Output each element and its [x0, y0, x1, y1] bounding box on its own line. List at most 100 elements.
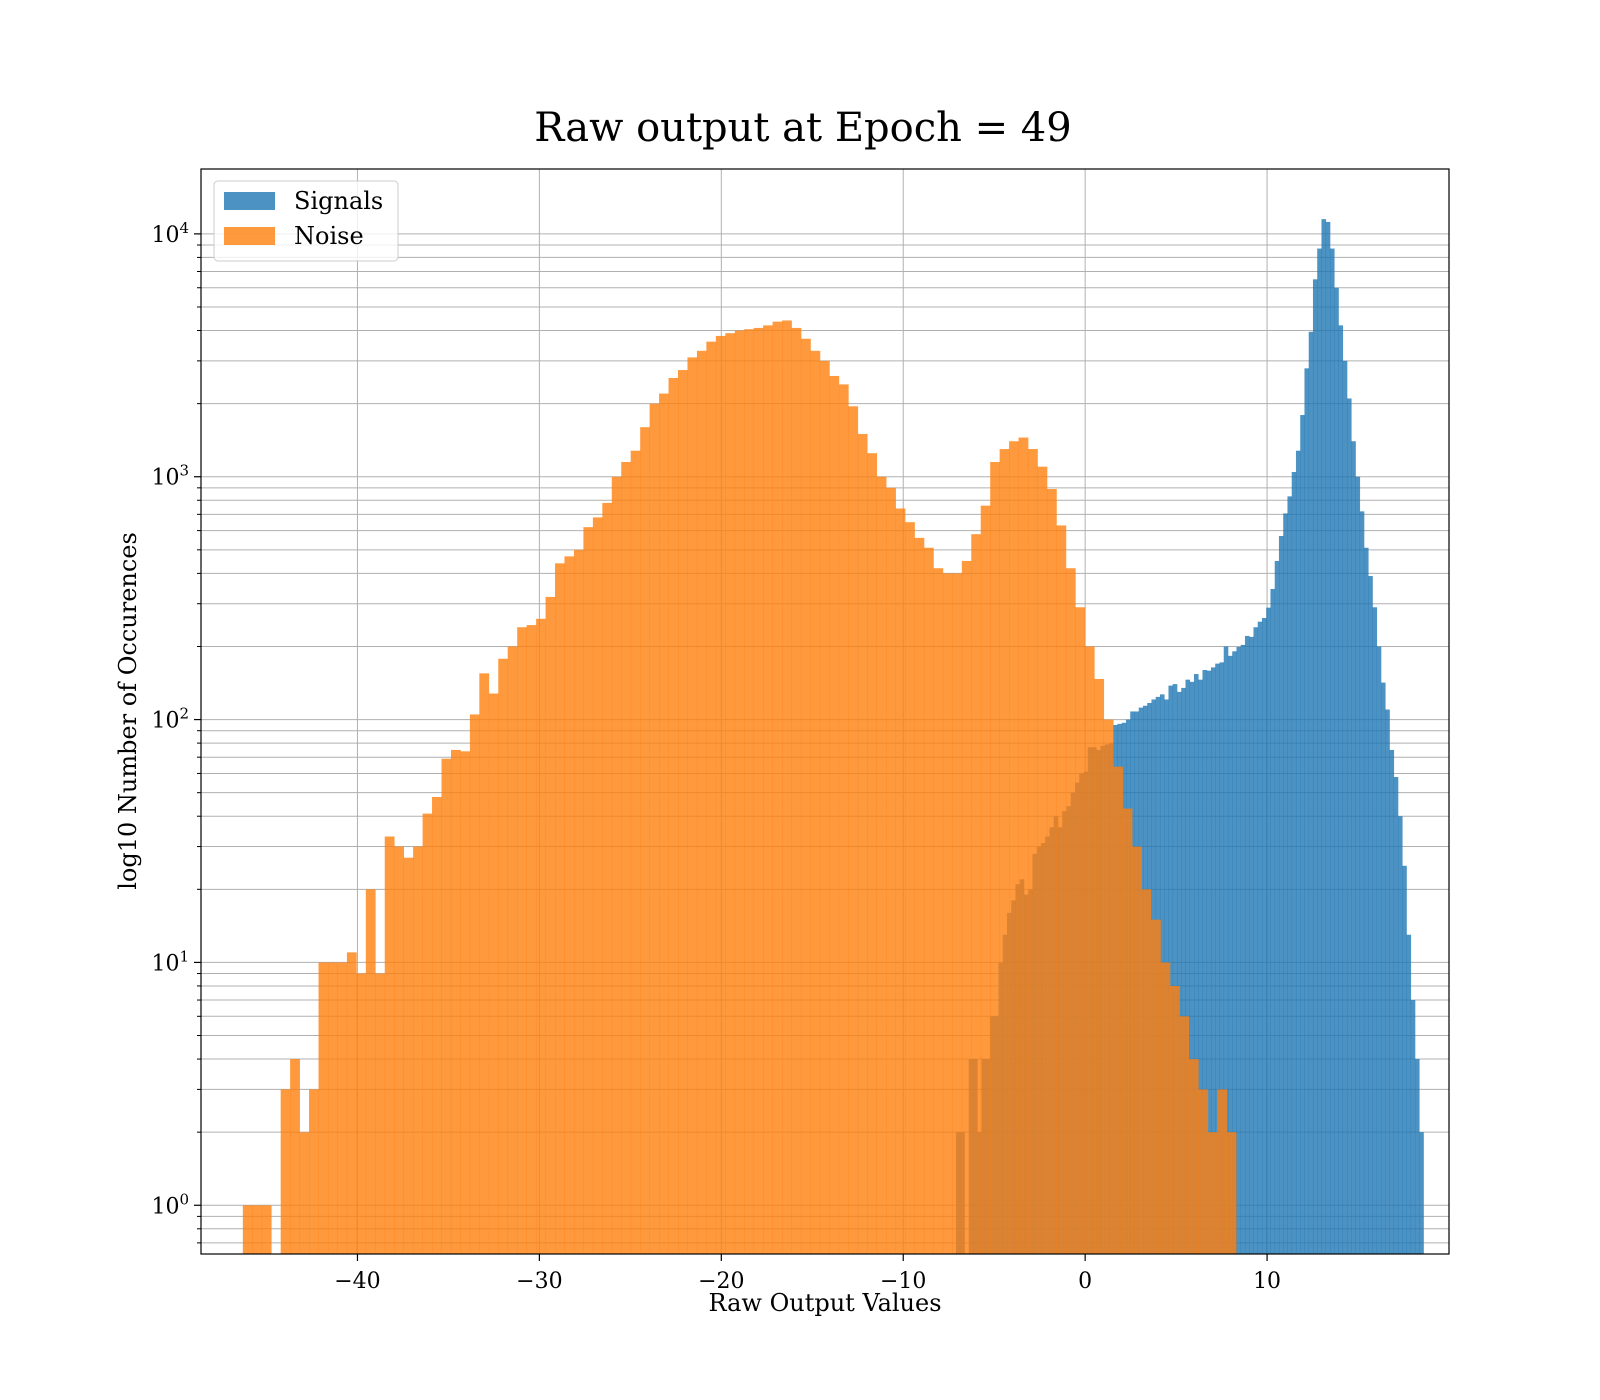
plot-area-frame [200, 168, 1450, 1255]
y-tick-label: 100 [151, 1190, 189, 1219]
legend-label-noise: Noise [294, 222, 364, 250]
bar-noise [318, 962, 329, 1254]
bar-noise [460, 751, 471, 1254]
bar-noise [309, 1089, 319, 1254]
bar-noise [545, 596, 556, 1254]
bar-noise [914, 537, 925, 1254]
bar-noise [857, 433, 868, 1254]
x-tick-label: 0 [1078, 1269, 1092, 1294]
bar-noise [365, 889, 376, 1254]
bar-noise [346, 952, 357, 1254]
bar-signals [1172, 684, 1178, 1254]
legend-swatch-noise [224, 227, 275, 245]
bar-noise [905, 522, 915, 1254]
bar-noise [848, 406, 859, 1254]
bar-signals [1257, 621, 1263, 1254]
bar-noise [1084, 646, 1095, 1254]
bar-noise [668, 378, 679, 1254]
bar-noise [422, 813, 433, 1254]
bar-noise [1037, 466, 1048, 1254]
bar-noise [327, 962, 338, 1254]
legend: Signals Noise [213, 180, 399, 262]
bar-signals [1308, 331, 1314, 1254]
bar-signals [1363, 547, 1369, 1254]
chart-title: Raw output at Epoch = 49 [534, 105, 1071, 151]
bar-signals [1414, 1059, 1420, 1254]
bar-noise [1065, 568, 1076, 1254]
bar-noise [630, 450, 641, 1254]
bar-signals [1397, 816, 1403, 1254]
bar-signals [1219, 662, 1225, 1254]
bar-noise [819, 360, 830, 1254]
y-tick-label: 102 [151, 705, 189, 734]
bar-noise [375, 973, 386, 1254]
bar-signals [1274, 560, 1280, 1254]
bar-signals [1283, 513, 1288, 1254]
x-tick-label: 10 [1253, 1269, 1281, 1294]
bar-noise [999, 449, 1010, 1254]
bar-signals [1295, 450, 1301, 1254]
y-tick-label: 101 [151, 947, 189, 976]
bar-signals [1342, 360, 1348, 1254]
bar-signals [1351, 441, 1356, 1254]
bar-noise [479, 673, 490, 1254]
bar-noise [971, 534, 982, 1254]
bar-signals [1368, 576, 1373, 1254]
bar-signals [1193, 674, 1199, 1254]
bar-noise [1188, 1059, 1199, 1254]
bar-noise [810, 350, 821, 1254]
bar-signals [1312, 279, 1318, 1254]
bar-noise [659, 393, 669, 1254]
bar-signals [1393, 777, 1399, 1254]
bar-noise [564, 556, 575, 1254]
bar-noise [1198, 1089, 1209, 1254]
bar-noise [715, 335, 726, 1254]
bar-signals [1232, 651, 1237, 1254]
bar-signals [1380, 682, 1386, 1254]
bar-noise [1207, 1132, 1218, 1254]
series-noise [242, 320, 1237, 1254]
bar-noise [611, 476, 622, 1254]
bar-noise [413, 846, 423, 1254]
bar-signals [1317, 248, 1322, 1254]
bar-noise [384, 836, 395, 1254]
bar-signals [1372, 607, 1378, 1254]
bar-noise [555, 563, 565, 1254]
bar-noise [583, 527, 594, 1254]
x-tick-label: −40 [334, 1269, 380, 1294]
bar-noise [1132, 846, 1142, 1254]
bar-noise [753, 327, 764, 1254]
bar-noise [1028, 449, 1038, 1254]
bar-signals [1338, 325, 1344, 1254]
bar-noise [1169, 985, 1180, 1254]
bar-noise [450, 749, 461, 1254]
bar-signals [1189, 681, 1195, 1254]
y-axis-ticks: 100 101 102 103 104 [151, 219, 201, 1244]
bar-signals [1402, 865, 1407, 1254]
bar-signals [1215, 663, 1220, 1254]
x-tick-label: −20 [698, 1269, 744, 1294]
bar-noise [432, 796, 442, 1254]
bar-noise [1226, 1132, 1237, 1254]
bar-noise [876, 476, 887, 1254]
bar-noise [772, 321, 783, 1254]
bar-signals [1261, 617, 1267, 1254]
bar-signals [1181, 687, 1186, 1254]
bar-signals [1325, 221, 1331, 1254]
bar-signals [1210, 667, 1216, 1254]
bar-signals [1410, 1000, 1416, 1254]
bar-signals [1236, 647, 1242, 1254]
bar-signals [1202, 670, 1208, 1254]
bar-signals [1240, 644, 1246, 1254]
bar-signals [1385, 709, 1390, 1254]
bar-signals [1185, 679, 1191, 1254]
bar-noise [990, 461, 1000, 1254]
bar-noise [1075, 607, 1086, 1254]
bar-noise [356, 973, 367, 1254]
bar-noise [280, 1089, 291, 1254]
bar-signals [1168, 685, 1174, 1254]
bar-signals [1406, 934, 1412, 1254]
bar-signals [1359, 511, 1365, 1254]
bar-noise [1122, 808, 1133, 1254]
